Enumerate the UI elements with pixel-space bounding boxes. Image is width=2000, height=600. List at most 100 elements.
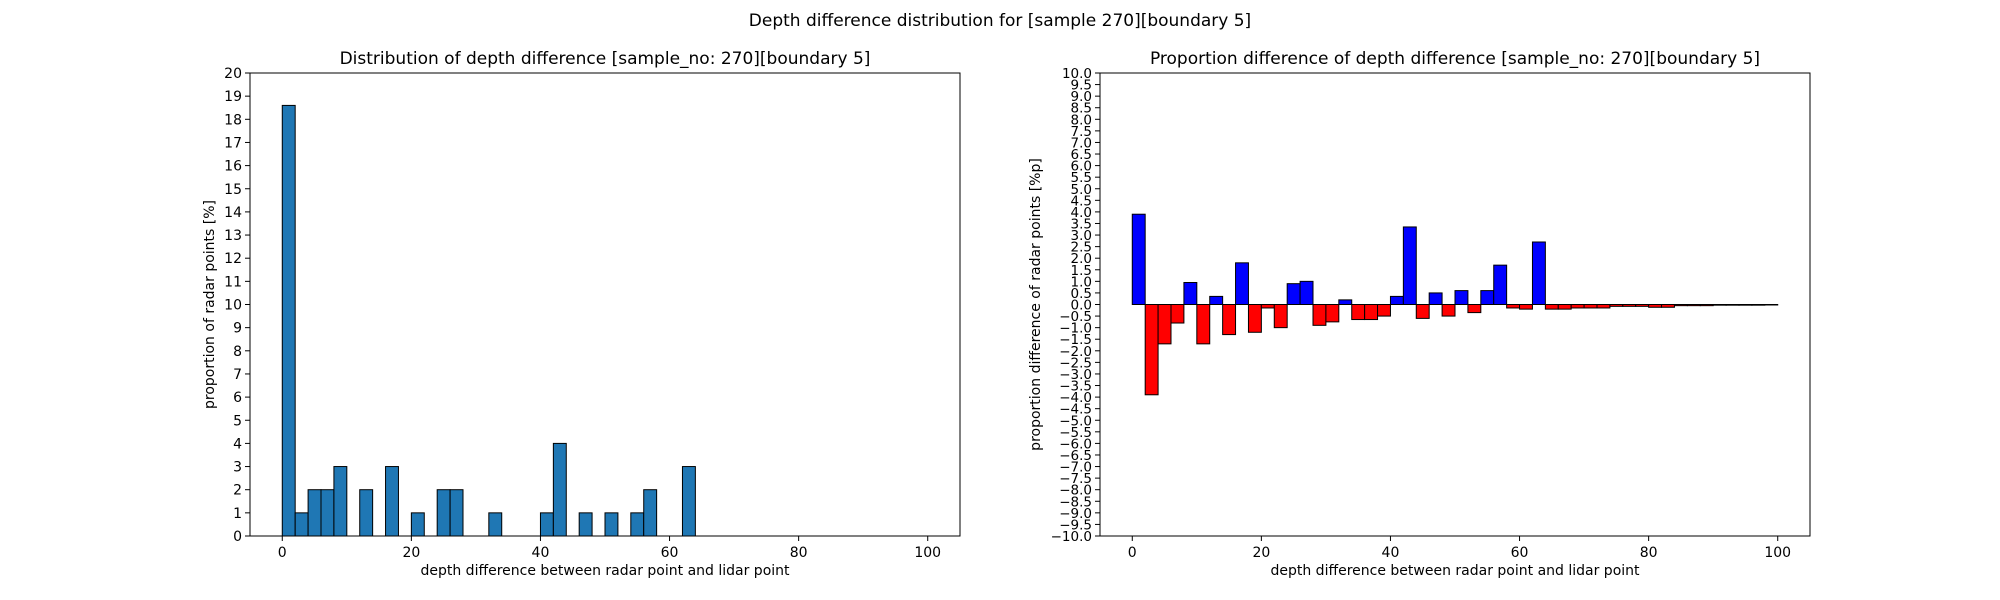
left-chart-bar bbox=[320, 489, 335, 537]
left-chart-ytick-label: 7 bbox=[233, 367, 242, 383]
left-chart-ytick-label: 17 bbox=[224, 135, 242, 151]
left-chart-ytick-label: 6 bbox=[233, 390, 242, 406]
left-chart-ytick-label: 0 bbox=[233, 529, 242, 545]
right-chart-ytick-label: −7.0 bbox=[1059, 460, 1092, 476]
left-chart-xtick-label: 0 bbox=[278, 545, 287, 561]
right-chart-xtick-label: 40 bbox=[1382, 545, 1400, 561]
right-chart-ytick-label: −4.0 bbox=[1059, 390, 1092, 406]
right-chart-ytick-label: −9.0 bbox=[1059, 506, 1092, 522]
left-chart-ylabel: proportion of radar points [%] bbox=[202, 200, 218, 409]
right-chart-bar bbox=[1299, 280, 1314, 306]
right-chart-bar bbox=[1751, 304, 1766, 306]
left-chart-ytick-label: 13 bbox=[224, 228, 242, 244]
left-chart-xtick-label: 80 bbox=[790, 545, 808, 561]
right-chart-ytick-label: 8.0 bbox=[1071, 112, 1092, 128]
left-chart-bar bbox=[307, 489, 322, 537]
right-chart-bar bbox=[1389, 295, 1404, 305]
right-chart-ytick-label: 4.0 bbox=[1071, 205, 1092, 221]
right-chart-ytick-label: −1.5 bbox=[1059, 332, 1092, 348]
right-chart-bar bbox=[1699, 304, 1714, 307]
right-chart-ytick-label: −7.5 bbox=[1059, 471, 1092, 487]
left-chart-bar bbox=[359, 489, 374, 537]
left-chart-ytick-label: 2 bbox=[233, 483, 242, 499]
right-chart-ytick-label: −8.0 bbox=[1059, 483, 1092, 499]
right-chart-bar bbox=[1467, 304, 1482, 314]
right-chart-bar bbox=[1273, 304, 1288, 329]
right-chart-bar bbox=[1428, 292, 1443, 305]
right-chart-bar bbox=[1583, 304, 1598, 309]
right-chart-ytick-label: −2.5 bbox=[1059, 355, 1092, 371]
left-chart-bar bbox=[410, 512, 425, 537]
right-chart-bar bbox=[1377, 304, 1391, 317]
right-chart-ytick-label: 5.0 bbox=[1071, 182, 1092, 198]
right-chart-bar bbox=[1222, 304, 1237, 336]
right-chart-bar bbox=[1738, 304, 1753, 306]
left-chart-ytick-label: 9 bbox=[233, 321, 242, 337]
right-chart-ytick-label: −1.0 bbox=[1059, 321, 1092, 337]
left-chart-ytick-label: 1 bbox=[233, 506, 242, 522]
right-chart-bar bbox=[1622, 304, 1637, 307]
right-chart-ytick-label: −5.0 bbox=[1059, 413, 1092, 429]
left-chart-bar bbox=[604, 512, 619, 537]
right-chart-xtick-label: 80 bbox=[1640, 545, 1658, 561]
left-chart-bars bbox=[281, 104, 696, 537]
right-chart-bar bbox=[1286, 283, 1301, 306]
right-chart-bar bbox=[1338, 299, 1353, 305]
left-chart-ytick-label: 12 bbox=[224, 251, 242, 267]
right-chart: Proportion difference of depth differenc… bbox=[1028, 49, 1811, 579]
right-chart-ytick-label: 7.5 bbox=[1071, 124, 1092, 140]
left-chart-bar bbox=[281, 104, 296, 537]
left-chart-bar bbox=[681, 466, 696, 537]
right-chart-frame bbox=[1099, 72, 1811, 537]
left-chart-bar bbox=[630, 512, 645, 537]
right-chart-bar bbox=[1544, 304, 1559, 310]
right-chart-ytick-label: 6.0 bbox=[1071, 159, 1092, 175]
right-chart-ytick-label: −3.0 bbox=[1059, 367, 1092, 383]
left-chart-bar bbox=[643, 489, 658, 537]
right-chart-bar bbox=[1661, 304, 1675, 308]
right-chart-bar bbox=[1570, 304, 1585, 309]
left-chart-ytick-label: 5 bbox=[233, 413, 242, 429]
right-chart-bar bbox=[1170, 304, 1185, 324]
right-chart-bar bbox=[1764, 304, 1779, 306]
left-chart-ytick-label: 11 bbox=[224, 274, 242, 290]
right-chart-bar bbox=[1648, 304, 1663, 308]
left-chart-ytick-label: 16 bbox=[224, 159, 242, 175]
right-chart-bar bbox=[1519, 304, 1533, 310]
right-chart-xtick-label: 60 bbox=[1511, 545, 1529, 561]
right-chart-ytick-label: 2.5 bbox=[1071, 240, 1092, 256]
right-chart-bars bbox=[1131, 213, 1779, 396]
right-chart-ytick-label: 3.0 bbox=[1071, 228, 1092, 244]
right-chart-bar bbox=[1157, 304, 1172, 345]
left-chart-title: Distribution of depth difference [sample… bbox=[340, 49, 871, 69]
right-chart-bar bbox=[1686, 304, 1701, 307]
right-chart-ytick-label: 7.0 bbox=[1071, 135, 1092, 151]
left-chart-bar bbox=[333, 466, 348, 537]
left-chart-xtick-label: 60 bbox=[661, 545, 679, 561]
left-chart-ytick-label: 8 bbox=[233, 344, 242, 360]
right-chart-bar bbox=[1725, 304, 1740, 306]
left-chart: Distribution of depth difference [sample… bbox=[202, 49, 961, 579]
left-chart-bar bbox=[294, 512, 309, 537]
right-chart-bar bbox=[1480, 290, 1495, 305]
right-chart-bar bbox=[1209, 295, 1224, 305]
left-chart-bar bbox=[552, 442, 567, 537]
right-chart-ytick-label: 9.0 bbox=[1071, 89, 1092, 105]
right-chart-ytick-label: 1.0 bbox=[1071, 274, 1092, 290]
right-chart-bar bbox=[1454, 290, 1469, 305]
right-chart-ytick-label: −0.5 bbox=[1059, 309, 1092, 325]
right-chart-bar bbox=[1596, 304, 1611, 309]
left-chart-ytick-label: 3 bbox=[233, 460, 242, 476]
right-chart-bar bbox=[1312, 304, 1327, 326]
right-chart-bar bbox=[1609, 304, 1624, 307]
right-chart-bar bbox=[1351, 304, 1366, 321]
left-chart-bar bbox=[385, 466, 399, 537]
right-chart-bar bbox=[1506, 304, 1521, 309]
right-chart-ylabel: proportion difference of radar points [%… bbox=[1028, 158, 1044, 451]
right-chart-ytick-label: 0.5 bbox=[1071, 286, 1092, 302]
right-chart-ytick-label: −6.5 bbox=[1059, 448, 1092, 464]
left-chart-ytick-label: 19 bbox=[224, 89, 242, 105]
left-chart-xtick-label: 40 bbox=[532, 545, 550, 561]
right-chart-title: Proportion difference of depth differenc… bbox=[1150, 49, 1760, 69]
